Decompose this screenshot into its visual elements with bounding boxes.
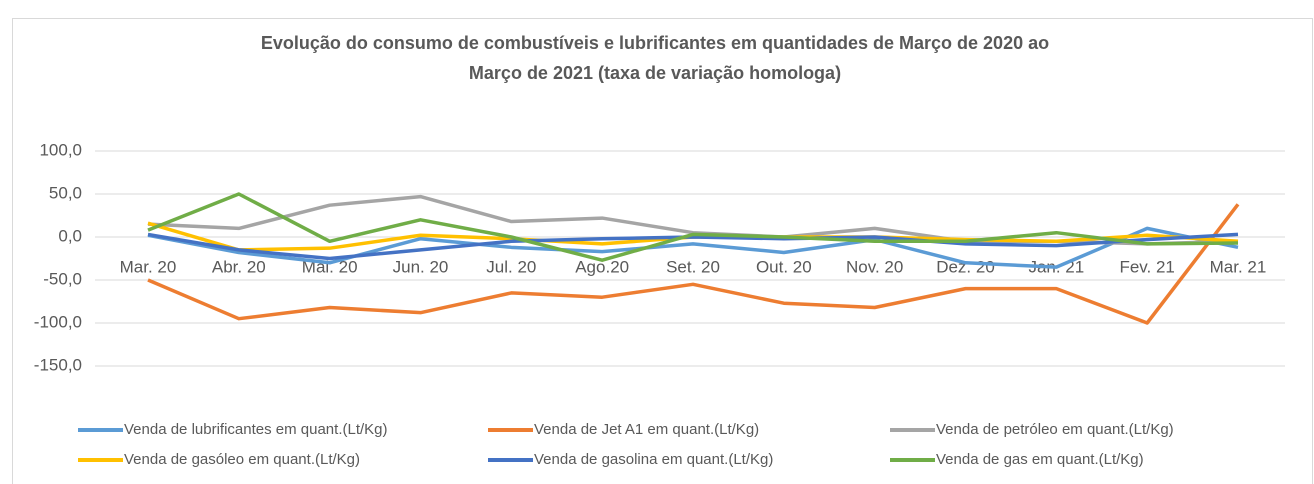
x-tick-label: Fev. 21 [1119, 257, 1174, 276]
x-tick-label: Out. 20 [756, 257, 812, 276]
series-line [147, 203, 1240, 325]
y-tick-label: -50,0 [43, 269, 82, 288]
series-line [147, 232, 1239, 261]
legend-label: Venda de gas em quant.(Lt/Kg) [936, 451, 1144, 468]
y-tick-label: 100,0 [39, 140, 82, 159]
chart-title: Evolução do consumo de combustíveis e lu… [261, 33, 1049, 53]
y-tick-label: 50,0 [49, 183, 82, 202]
series-line [147, 192, 1239, 262]
legend-label: Venda de petróleo em quant.(Lt/Kg) [936, 421, 1174, 438]
x-tick-label: Mar. 21 [1210, 257, 1267, 276]
x-tick-label: Ago.20 [575, 257, 629, 276]
x-tick-label: Dez. 20 [936, 257, 995, 276]
series-line [147, 226, 1239, 269]
x-tick-label: Jun. 20 [393, 257, 449, 276]
x-tick-label: Jul. 20 [486, 257, 536, 276]
legend-label: Venda de gasóleo em quant.(Lt/Kg) [124, 451, 360, 468]
legend-label: Venda de lubrificantes em quant.(Lt/Kg) [124, 421, 388, 438]
chart-frame [12, 18, 1313, 484]
x-tick-label: Abr. 20 [212, 257, 266, 276]
y-tick-label: 0,0 [58, 226, 82, 245]
x-tick-label: Nov. 20 [846, 257, 903, 276]
legend-label: Venda de Jet A1 em quant.(Lt/Kg) [534, 421, 759, 438]
chart-title: Março de 2021 (taxa de variação homologa… [469, 63, 841, 83]
y-tick-label: -100,0 [34, 312, 82, 331]
legend-label: Venda de gasolina em quant.(Lt/Kg) [534, 451, 773, 468]
x-tick-label: Mar. 20 [120, 257, 177, 276]
x-tick-label: Set. 20 [666, 257, 720, 276]
y-tick-label: -150,0 [34, 355, 82, 374]
